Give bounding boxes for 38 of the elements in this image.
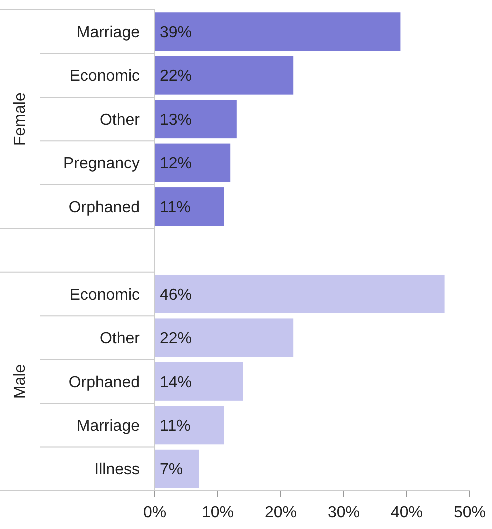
y-tick-label: Economic	[70, 286, 140, 304]
x-tick-label: 40%	[390, 504, 424, 522]
text: Female	[12, 92, 29, 146]
bar	[155, 188, 224, 226]
bar	[155, 56, 294, 95]
bar	[155, 406, 224, 445]
data-label: 22%	[160, 68, 192, 86]
data-label: 46%	[160, 286, 192, 304]
y-tick-label: Other	[100, 330, 141, 348]
bar	[155, 450, 200, 488]
x-tick-label: 0%	[143, 504, 167, 522]
data-label: 39%	[160, 24, 192, 42]
bar	[155, 318, 294, 358]
y-tick-label: Other	[100, 112, 141, 129]
y-tick-label: Illness	[94, 462, 140, 479]
y-tick-label: Marriage	[76, 418, 140, 436]
x-tick-label: 30%	[328, 504, 360, 522]
data-label: 12%	[160, 156, 192, 173]
y-tick-label: Pregnancy	[64, 156, 140, 173]
text: Male	[12, 364, 29, 400]
data-label: 7%	[160, 462, 184, 479]
bar	[155, 362, 244, 401]
data-label: 13%	[160, 112, 192, 129]
y-tick-label: Orphaned	[68, 374, 140, 392]
bar	[155, 144, 231, 182]
y-tick-label: Economic	[70, 68, 140, 86]
bar	[155, 12, 401, 52]
x-tick-label: 50%	[454, 504, 486, 522]
y-tick-label: Orphaned	[68, 199, 140, 216]
data-label: 22%	[160, 330, 192, 348]
x-tick-label: 20%	[264, 504, 298, 522]
data-label: 11%	[160, 199, 191, 216]
bar	[155, 274, 445, 314]
x-tick-label: 10%	[202, 504, 234, 522]
bar	[155, 100, 237, 139]
data-label: 14%	[160, 374, 192, 392]
y-tick-label: Marriage	[76, 24, 140, 42]
data-label: 11%	[160, 418, 191, 436]
